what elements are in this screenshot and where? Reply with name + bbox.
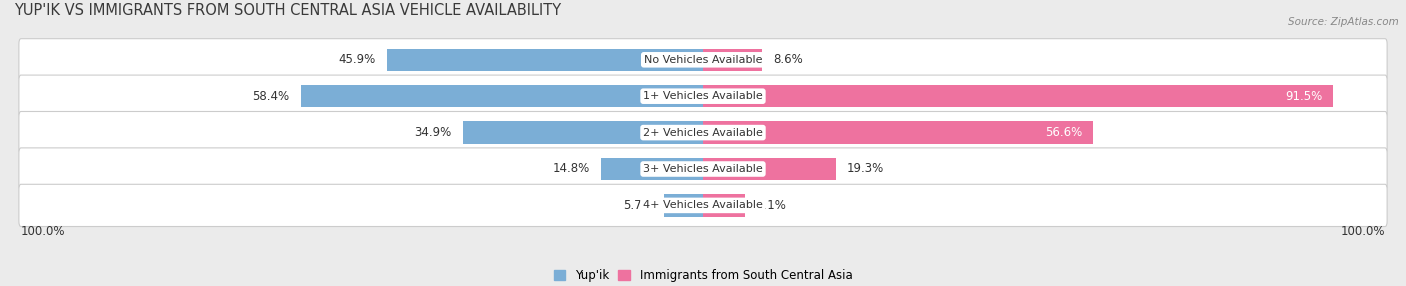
Text: 4+ Vehicles Available: 4+ Vehicles Available: [643, 200, 763, 210]
Text: 91.5%: 91.5%: [1285, 90, 1323, 103]
Text: 6.1%: 6.1%: [756, 199, 786, 212]
FancyBboxPatch shape: [18, 148, 1388, 190]
Text: 3+ Vehicles Available: 3+ Vehicles Available: [643, 164, 763, 174]
Bar: [703, 194, 745, 217]
Text: No Vehicles Available: No Vehicles Available: [644, 55, 762, 65]
Bar: [703, 85, 1333, 108]
FancyBboxPatch shape: [18, 184, 1388, 227]
Text: 19.3%: 19.3%: [846, 162, 884, 176]
Bar: [301, 85, 703, 108]
Bar: [703, 158, 837, 180]
Text: 56.6%: 56.6%: [1045, 126, 1083, 139]
Bar: [463, 121, 703, 144]
Bar: [703, 121, 1092, 144]
Text: 45.9%: 45.9%: [339, 53, 375, 66]
Text: 100.0%: 100.0%: [21, 225, 66, 238]
Text: 34.9%: 34.9%: [415, 126, 451, 139]
Legend: Yup'ik, Immigrants from South Central Asia: Yup'ik, Immigrants from South Central As…: [551, 267, 855, 285]
Bar: [600, 158, 703, 180]
Text: 14.8%: 14.8%: [553, 162, 591, 176]
FancyBboxPatch shape: [18, 112, 1388, 154]
Bar: [664, 194, 703, 217]
Text: 58.4%: 58.4%: [253, 90, 290, 103]
Bar: [703, 49, 762, 71]
Text: YUP'IK VS IMMIGRANTS FROM SOUTH CENTRAL ASIA VEHICLE AVAILABILITY: YUP'IK VS IMMIGRANTS FROM SOUTH CENTRAL …: [14, 3, 561, 18]
FancyBboxPatch shape: [18, 39, 1388, 81]
Text: Source: ZipAtlas.com: Source: ZipAtlas.com: [1288, 17, 1399, 27]
Bar: [387, 49, 703, 71]
Text: 2+ Vehicles Available: 2+ Vehicles Available: [643, 128, 763, 138]
FancyBboxPatch shape: [18, 75, 1388, 117]
Text: 1+ Vehicles Available: 1+ Vehicles Available: [643, 91, 763, 101]
Text: 100.0%: 100.0%: [1340, 225, 1385, 238]
Text: 5.7%: 5.7%: [623, 199, 652, 212]
Text: 8.6%: 8.6%: [773, 53, 803, 66]
